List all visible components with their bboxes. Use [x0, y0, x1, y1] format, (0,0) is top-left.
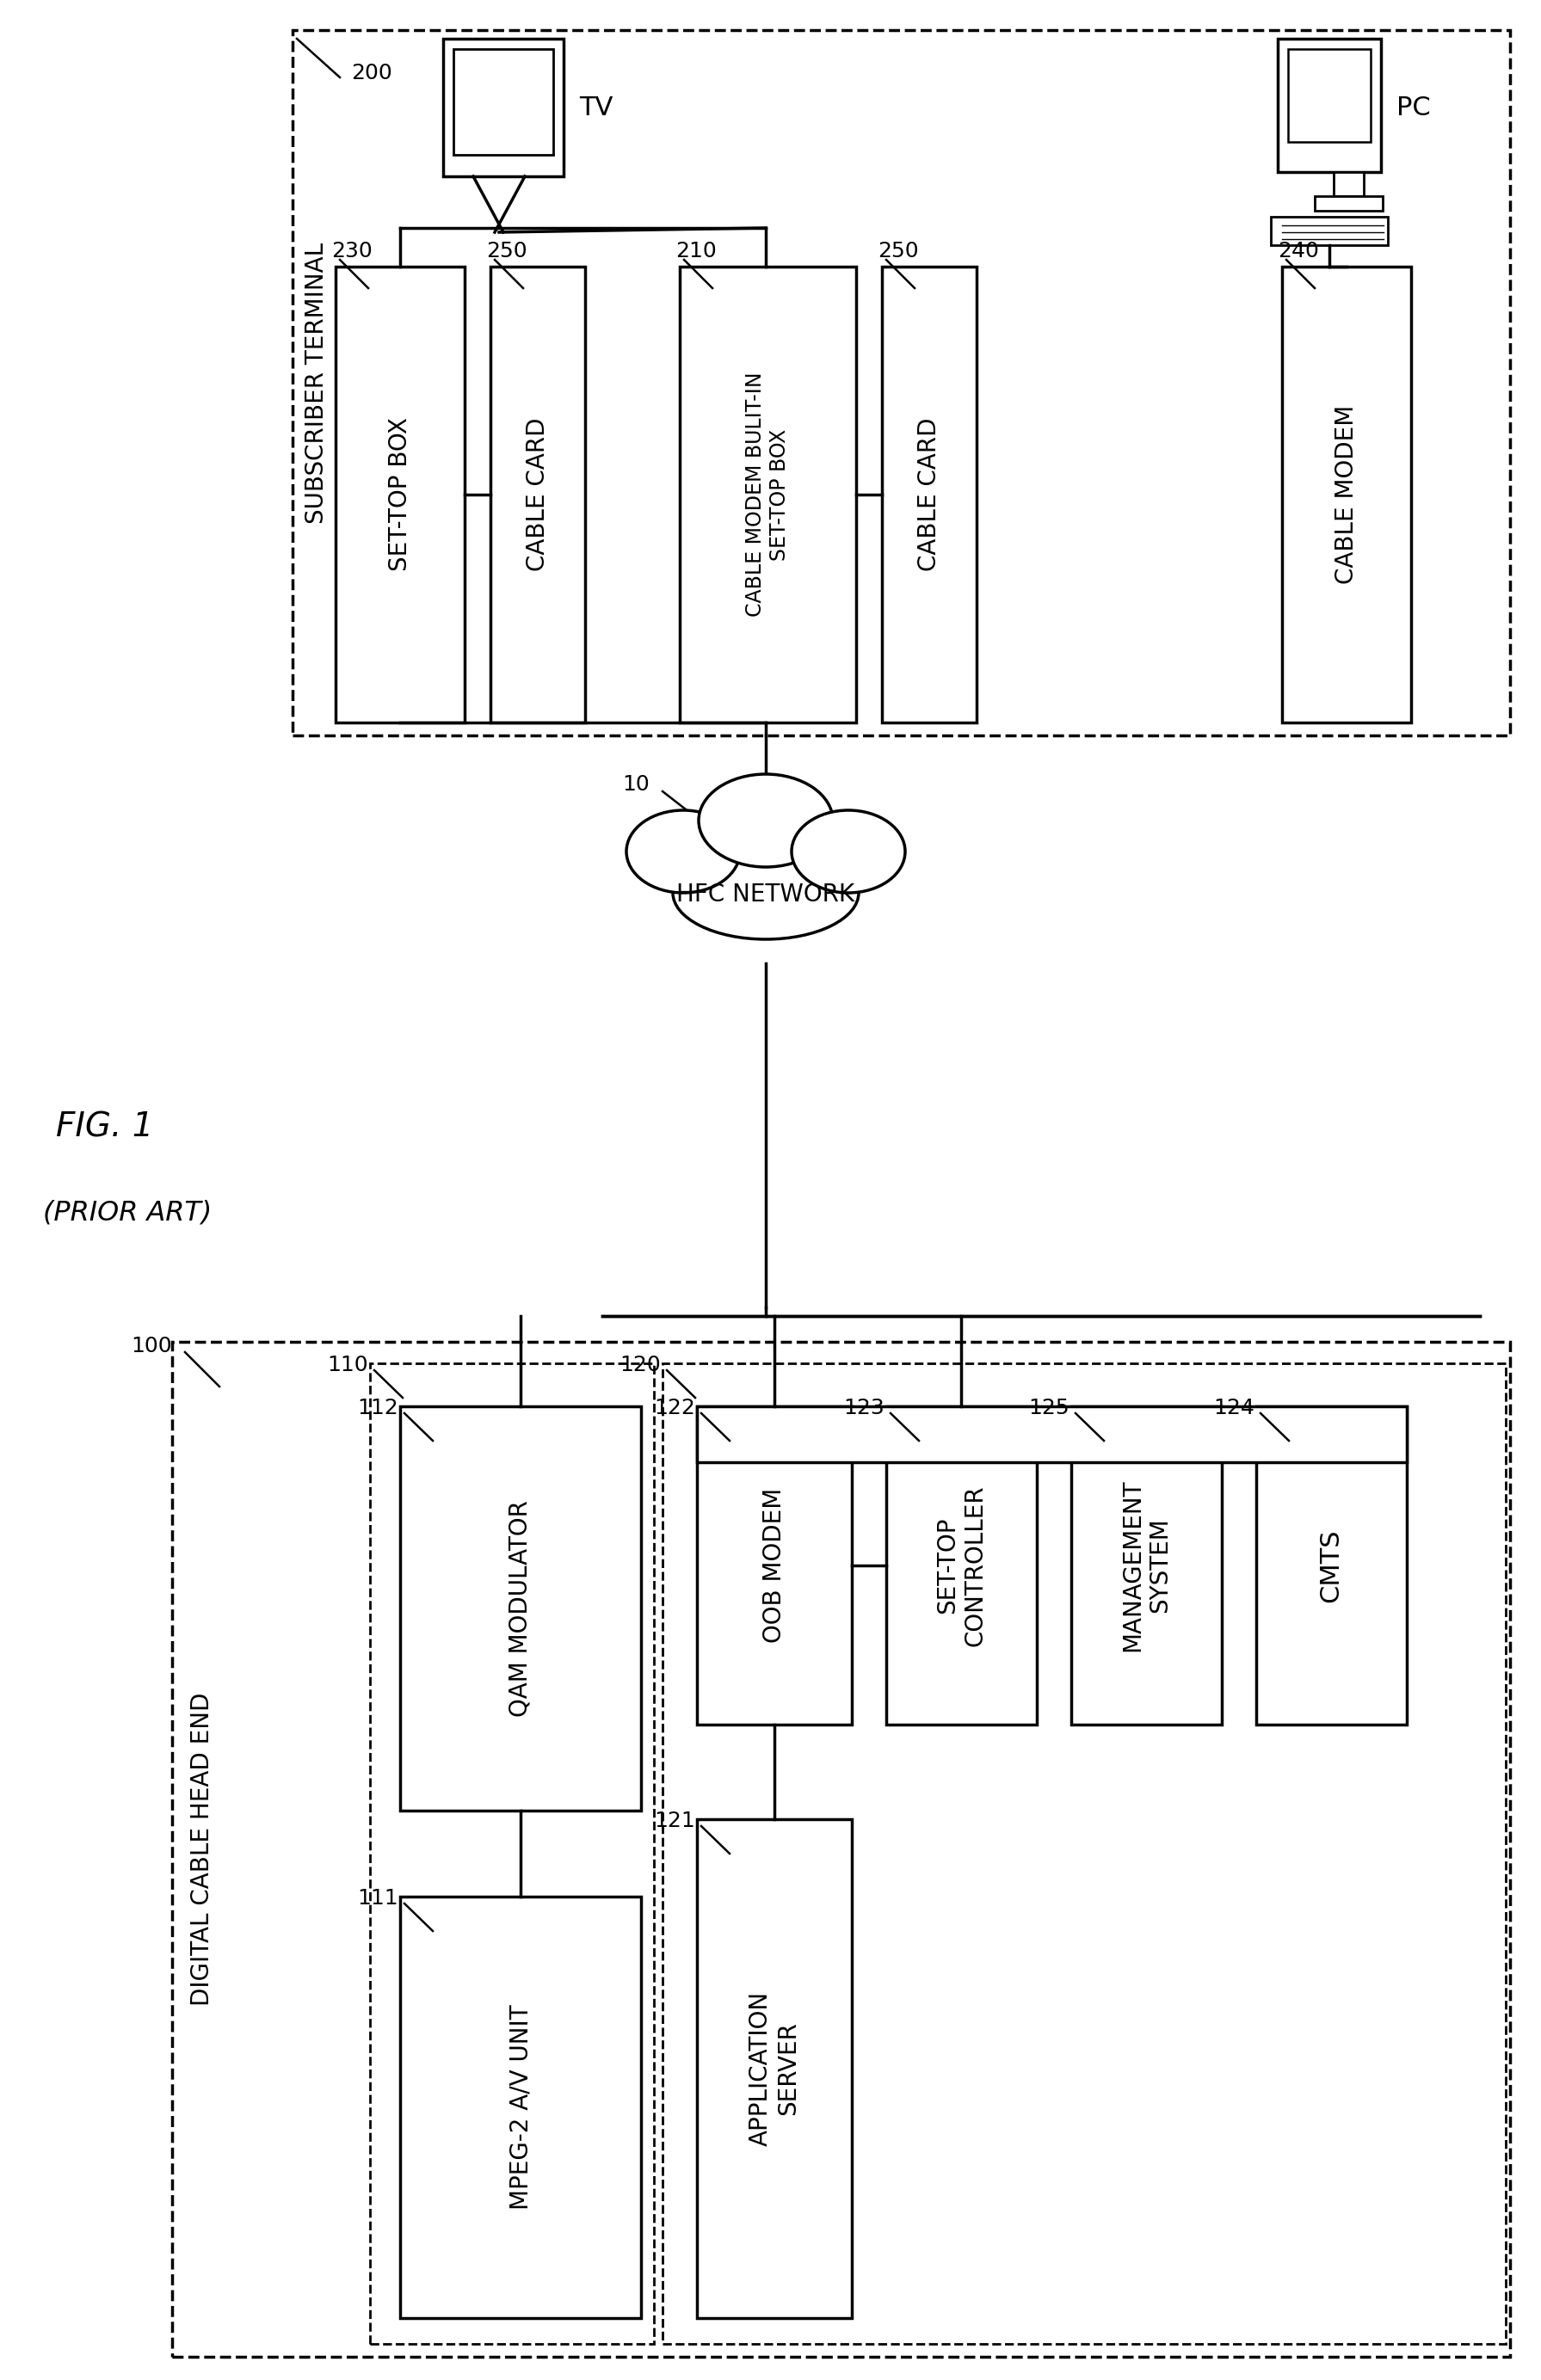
- Text: 121: 121: [653, 1811, 695, 1830]
- Text: SUBSCRIBER TERMINAL: SUBSCRIBER TERMINAL: [305, 243, 328, 524]
- Text: PC: PC: [1396, 95, 1430, 119]
- Text: MPEG-2 A/V UNIT: MPEG-2 A/V UNIT: [509, 2004, 533, 2211]
- Text: 110: 110: [327, 1354, 368, 1376]
- Text: HFC NETWORK: HFC NETWORK: [676, 883, 855, 907]
- Text: 250: 250: [485, 240, 527, 262]
- Bar: [490, 267, 586, 724]
- Text: 123: 123: [843, 1397, 885, 1418]
- Text: CABLE MODEM: CABLE MODEM: [1335, 405, 1359, 583]
- Text: 124: 124: [1213, 1397, 1254, 1418]
- Text: DIGITAL CABLE HEAD END: DIGITAL CABLE HEAD END: [190, 1692, 214, 2006]
- Bar: [293, 31, 1510, 735]
- Bar: [453, 50, 553, 155]
- Text: 200: 200: [351, 62, 391, 83]
- Text: FIG. 1: FIG. 1: [55, 1111, 154, 1142]
- Text: 120: 120: [619, 1354, 661, 1376]
- Text: (PRIOR ART): (PRIOR ART): [43, 1200, 211, 1226]
- Text: 111: 111: [358, 1887, 399, 1909]
- Bar: [444, 38, 564, 176]
- Bar: [697, 1818, 852, 2318]
- Bar: [697, 1407, 852, 1726]
- Text: 250: 250: [878, 240, 918, 262]
- Text: 210: 210: [675, 240, 717, 262]
- Bar: [336, 267, 465, 724]
- Bar: [370, 1364, 653, 2344]
- Text: TV: TV: [579, 95, 613, 119]
- Text: CABLE CARD: CABLE CARD: [917, 419, 942, 571]
- Ellipse shape: [673, 847, 858, 940]
- Text: 125: 125: [1028, 1397, 1069, 1418]
- Text: 122: 122: [653, 1397, 695, 1418]
- Bar: [1288, 50, 1370, 143]
- Bar: [697, 1407, 1407, 1461]
- Bar: [663, 1364, 1506, 2344]
- Text: 230: 230: [331, 240, 373, 262]
- Bar: [680, 267, 857, 724]
- Bar: [1282, 267, 1412, 724]
- Text: 100: 100: [131, 1335, 173, 1357]
- Text: CMTS: CMTS: [1319, 1528, 1344, 1602]
- Text: QAM MODULATOR: QAM MODULATOR: [509, 1499, 533, 1716]
- Bar: [881, 267, 977, 724]
- Bar: [1271, 217, 1388, 245]
- Text: CABLE CARD: CABLE CARD: [525, 419, 550, 571]
- Bar: [886, 1407, 1037, 1726]
- Bar: [173, 1342, 1510, 2356]
- Bar: [1277, 38, 1381, 171]
- Text: 10: 10: [623, 774, 650, 795]
- Text: OOB MODEM: OOB MODEM: [763, 1488, 786, 1642]
- Ellipse shape: [792, 809, 905, 892]
- Text: APPLICATION
SERVER: APPLICATION SERVER: [749, 1992, 800, 2147]
- Bar: [1314, 195, 1382, 212]
- Ellipse shape: [626, 809, 740, 892]
- Text: SET-TOP BOX: SET-TOP BOX: [388, 416, 411, 571]
- Bar: [401, 1407, 641, 1811]
- Bar: [1071, 1407, 1222, 1726]
- Ellipse shape: [698, 774, 832, 866]
- Bar: [1333, 171, 1364, 195]
- Bar: [401, 1897, 641, 2318]
- Text: 240: 240: [1277, 240, 1319, 262]
- Text: 112: 112: [358, 1397, 399, 1418]
- Text: MANAGEMENT
SYSTEM: MANAGEMENT SYSTEM: [1120, 1480, 1173, 1652]
- Bar: [1256, 1407, 1407, 1726]
- Text: CABLE MODEM BULIT-IN
SET-TOP BOX: CABLE MODEM BULIT-IN SET-TOP BOX: [746, 371, 791, 616]
- Text: SET-TOP
CONTROLLER: SET-TOP CONTROLLER: [935, 1485, 988, 1647]
